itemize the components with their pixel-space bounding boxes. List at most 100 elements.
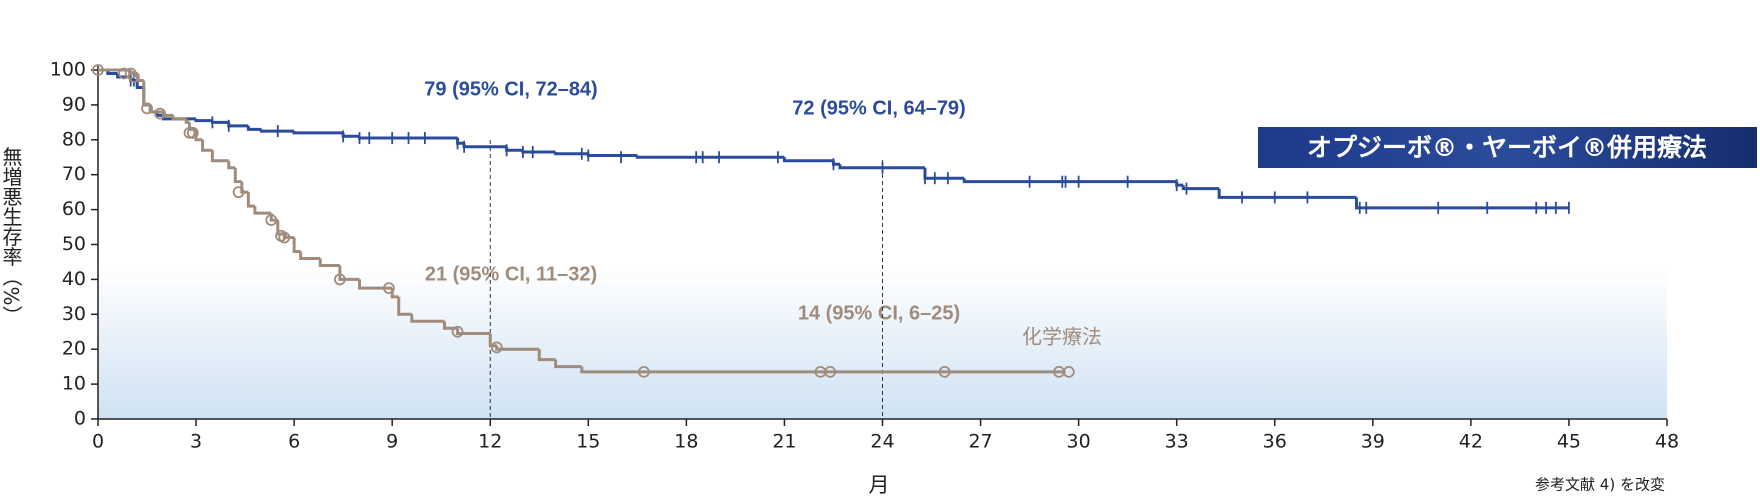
x-tick-label: 39 xyxy=(1361,431,1385,453)
km-step xyxy=(135,80,144,89)
km-step xyxy=(962,178,1177,184)
y-tick-label: 100 xyxy=(50,59,86,81)
y-tick-label: 80 xyxy=(62,128,86,150)
km-step xyxy=(201,139,213,152)
annotation: 21 (95% CI, 11–32) xyxy=(425,263,597,285)
x-tick-label: 48 xyxy=(1655,431,1679,453)
km-step xyxy=(488,333,497,348)
y-tick-label: 20 xyxy=(62,338,86,360)
km-step xyxy=(210,120,229,124)
km-step xyxy=(253,206,272,215)
km-step xyxy=(838,164,925,170)
km-step xyxy=(194,129,203,142)
series-label: 化学療法 xyxy=(1022,325,1102,349)
km-step xyxy=(299,251,321,260)
annotation: 79 (95% CI, 72–84) xyxy=(424,78,597,100)
censor-mark xyxy=(490,341,503,354)
censor-mark xyxy=(824,365,837,378)
censor-mark xyxy=(232,186,245,199)
km-step xyxy=(341,132,360,138)
x-tick-label: 36 xyxy=(1263,431,1287,453)
censor-mark xyxy=(183,126,196,139)
x-tick-label: 6 xyxy=(288,431,300,453)
censor-mark xyxy=(186,126,199,139)
km-step xyxy=(554,359,582,369)
y-tick-label: 40 xyxy=(62,268,86,290)
km-step xyxy=(246,192,255,208)
km-step xyxy=(210,150,229,163)
x-tick-label: 3 xyxy=(190,431,202,453)
x-axis-label: 月 xyxy=(869,473,890,496)
km-step xyxy=(521,150,556,154)
km-step xyxy=(462,143,507,149)
censor-mark xyxy=(938,365,951,378)
km-step xyxy=(782,157,834,163)
annotation: 14 (95% CI, 6–25) xyxy=(798,302,960,324)
y-axis-label: 無増悪生存率（%） xyxy=(0,146,23,325)
km-step xyxy=(580,366,1066,374)
x-tick-label: 24 xyxy=(870,431,894,453)
legend-label: オプジーボ®・ヤーボイ®併用療法 xyxy=(1307,133,1707,162)
x-tick-label: 42 xyxy=(1459,431,1483,453)
x-tick-label: 21 xyxy=(772,431,796,453)
km-step xyxy=(456,328,491,335)
censor-mark xyxy=(451,325,464,338)
x-tick-label: 45 xyxy=(1557,431,1581,453)
km-step xyxy=(495,345,540,351)
km-step xyxy=(318,258,340,267)
km-step xyxy=(1217,188,1357,199)
x-tick-label: 15 xyxy=(576,431,600,453)
km-step xyxy=(1354,197,1569,210)
km-step xyxy=(233,167,242,184)
y-tick-label: 10 xyxy=(62,373,86,395)
censor-mark xyxy=(154,107,167,120)
y-tick-label: 50 xyxy=(62,233,86,255)
x-tick-label: 30 xyxy=(1067,431,1091,453)
km-step xyxy=(397,296,412,316)
censor-mark xyxy=(383,282,395,295)
y-tick-label: 0 xyxy=(74,408,86,430)
x-tick-label: 0 xyxy=(92,431,104,453)
km-step xyxy=(246,125,262,131)
y-tick-label: 30 xyxy=(62,303,86,325)
km-step xyxy=(161,111,174,117)
censor-mark xyxy=(1062,365,1075,378)
km-step xyxy=(1175,181,1184,187)
y-tick-label: 90 xyxy=(62,93,86,115)
km-step xyxy=(292,237,301,253)
annotation: 72 (95% CI, 64–79) xyxy=(792,97,965,119)
x-tick-label: 9 xyxy=(386,431,398,453)
km-step xyxy=(171,115,187,121)
x-tick-label: 27 xyxy=(968,431,992,453)
km-step xyxy=(831,160,841,166)
km-step xyxy=(923,167,965,180)
source-note: 参考文献 4) を改変 xyxy=(1535,476,1665,494)
km-step xyxy=(505,146,523,152)
x-tick-label: 18 xyxy=(674,431,698,453)
km-step xyxy=(1181,185,1220,191)
censor-mark xyxy=(118,67,131,80)
censor-mark xyxy=(278,231,291,244)
km-step xyxy=(456,138,465,145)
legend-box xyxy=(1258,127,1757,168)
censor-mark xyxy=(124,67,137,80)
censor-mark xyxy=(141,102,153,115)
km-step xyxy=(410,314,445,323)
km-step xyxy=(554,152,589,156)
censor-mark xyxy=(265,214,278,226)
km-step xyxy=(338,265,360,281)
km-step xyxy=(194,118,213,123)
km-step xyxy=(635,155,785,159)
km-step xyxy=(537,349,556,362)
km-step xyxy=(358,279,393,290)
x-tick-label: 33 xyxy=(1165,431,1189,453)
y-tick-label: 70 xyxy=(62,163,86,185)
km-step xyxy=(282,234,295,240)
censor-mark xyxy=(637,365,650,378)
km-step xyxy=(586,153,638,158)
km-step xyxy=(227,160,236,170)
km-step xyxy=(276,220,285,236)
km-step xyxy=(142,80,151,107)
y-tick-label: 60 xyxy=(62,198,86,220)
